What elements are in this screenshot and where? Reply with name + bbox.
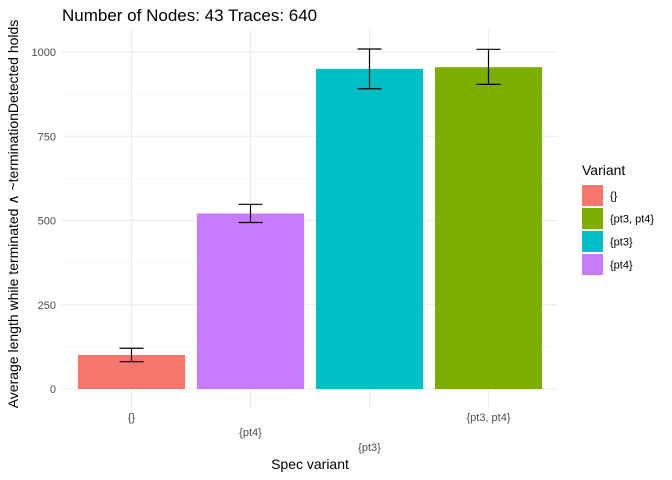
legend-label: {} — [610, 191, 618, 203]
error-bars — [119, 48, 501, 363]
legend-title: Variant — [582, 162, 625, 178]
bar — [196, 213, 305, 389]
y-axis-ticks: 0 250 500 750 1000 — [32, 47, 56, 396]
legend-label: {pt4} — [610, 260, 633, 272]
y-tick-label: 500 — [38, 216, 56, 228]
y-axis-title: Average length while terminated ∧ ~termi… — [5, 20, 21, 409]
legend-swatch — [582, 185, 603, 206]
x-tick-label: {pt3} — [358, 442, 381, 454]
bar — [315, 68, 424, 389]
x-axis-ticks: {} {pt4} {pt3} {pt3, pt4} — [128, 412, 511, 454]
y-tick-label: 1000 — [32, 47, 56, 59]
legend: Variant {} {pt3, pt4} {pt3} {pt4} — [582, 162, 654, 275]
legend-swatch — [582, 208, 603, 229]
x-axis-title: Spec variant — [271, 456, 349, 472]
bar — [434, 67, 543, 389]
y-tick-label: 250 — [38, 300, 56, 312]
legend-label: {pt3} — [610, 237, 633, 249]
x-tick-label: {pt3, pt4} — [466, 412, 510, 424]
x-tick-label: {pt4} — [239, 427, 262, 439]
legend-label: {pt3, pt4} — [610, 214, 654, 226]
y-tick-label: 0 — [50, 384, 56, 396]
legend-swatch — [582, 231, 603, 252]
x-tick-label: {} — [128, 412, 136, 424]
legend-swatch — [582, 254, 603, 275]
legend-items: {} {pt3, pt4} {pt3} {pt4} — [582, 185, 654, 275]
chart-title: Number of Nodes: 43 Traces: 640 — [62, 6, 317, 25]
bars — [77, 67, 543, 389]
y-tick-label: 750 — [38, 131, 56, 143]
